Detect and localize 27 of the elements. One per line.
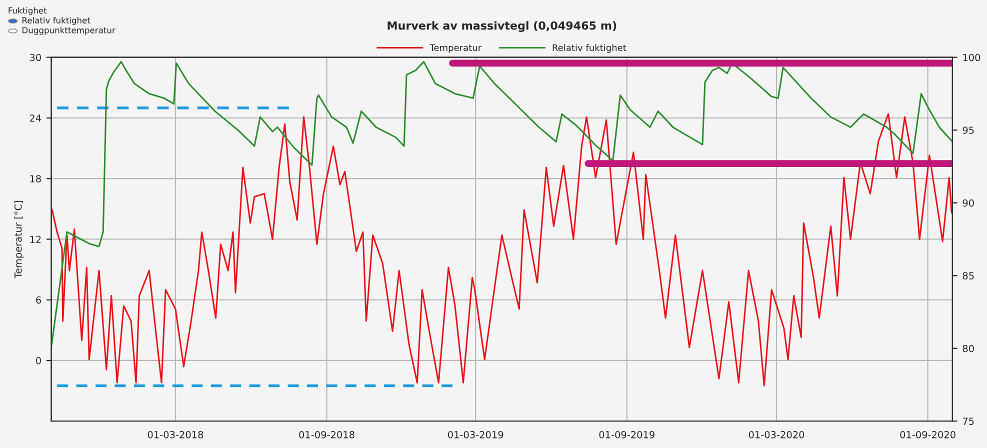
y-tick-label: 18	[30, 175, 41, 182]
y2-tick-label: 90	[962, 199, 974, 207]
y2-tick-label: 85	[962, 272, 974, 280]
x-tick-label: 01-03-2018	[148, 431, 204, 438]
x-tick-label: 01-03-2019	[448, 431, 504, 438]
y2-tick-label: 95	[962, 126, 974, 134]
y2-tick-label: 100	[963, 54, 980, 62]
y2-tick-label: 75	[962, 418, 974, 425]
y-axis-title: Temperatur [°C]	[14, 200, 24, 278]
y-tick-label: 0	[36, 356, 41, 364]
y2-tick-label: 80	[962, 344, 974, 352]
y-tick-label: 30	[30, 54, 41, 62]
text: Fuktighet	[8, 7, 47, 16]
y-tick-label: 24	[30, 114, 42, 122]
x-tick-label: 01-09-2019	[599, 431, 654, 438]
text: Relativ fuktighet	[22, 17, 90, 26]
line-series	[51, 113, 952, 387]
y-tick-label: 12	[30, 236, 41, 243]
legend-label: Relativ fuktighet	[552, 44, 626, 53]
x-tick-label: 01-09-2020	[900, 431, 956, 438]
x-tick-label: 01-09-2018	[299, 431, 354, 438]
text: Duggpunkttemperatur	[22, 26, 116, 35]
line-series	[51, 60, 952, 348]
y-tick-label: 6	[36, 296, 41, 304]
legend-label: Temperatur	[430, 44, 482, 53]
chart-title: Murverk av massivtegl (0,049465 m)	[388, 21, 616, 32]
x-tick-label: 01-03-2020	[748, 431, 804, 438]
